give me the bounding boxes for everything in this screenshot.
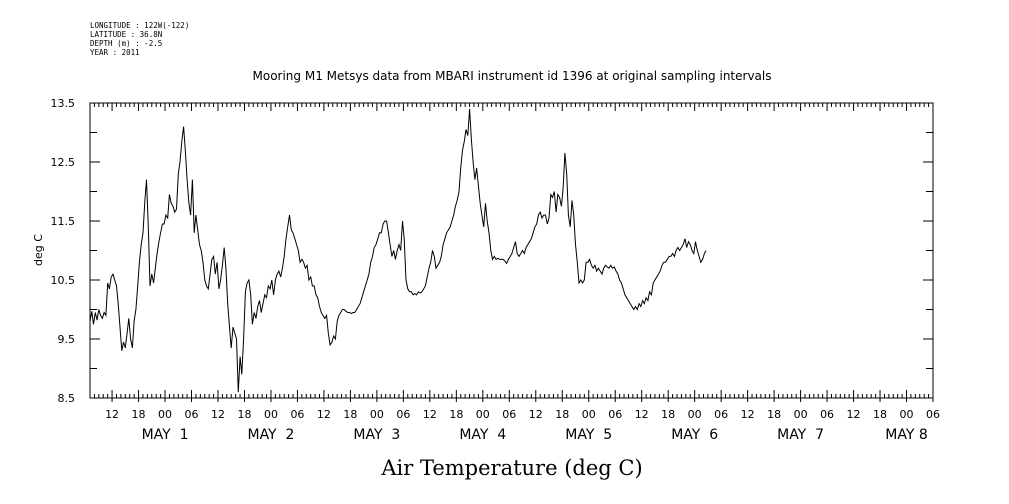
x-axis-label: Air Temperature (deg C): [380, 456, 642, 480]
x-tick-label: 18: [132, 408, 146, 421]
x-tick-label: 06: [714, 408, 728, 421]
x-tick-label: 00: [476, 408, 490, 421]
x-tick-label: 12: [741, 408, 755, 421]
x-tick-label: 18: [449, 408, 463, 421]
x-tick-label: 06: [926, 408, 940, 421]
x-tick-label: 12: [423, 408, 437, 421]
x-tick-label: 12: [317, 408, 331, 421]
x-tick-label: 00: [900, 408, 914, 421]
x-tick-label: 18: [343, 408, 357, 421]
x-tick-label: 12: [635, 408, 649, 421]
x-day-label: MAY 7: [777, 427, 824, 443]
x-tick-label: 00: [688, 408, 702, 421]
x-day-label: MAY 8: [885, 427, 927, 443]
x-tick-label: 12: [847, 408, 861, 421]
x-tick-label: 00: [158, 408, 172, 421]
x-axis: 12 18 00 06 12 18 00 06 12 18 00 06 12 18 00 06 12 18 00 06…: [105, 398, 940, 443]
x-tick-label: 06: [502, 408, 516, 421]
x-day-label: MAY 1: [142, 427, 189, 443]
chart-title: Mooring M1 Metsys data from MBARI instru…: [253, 69, 772, 83]
plot-frame: [89, 102, 934, 399]
y-tick-label: 9.5: [58, 333, 76, 346]
x-tick-label: 18: [873, 408, 887, 421]
metadata-latitude: LATITUDE : 36.8N: [90, 30, 163, 39]
x-tick-label: 18: [555, 408, 569, 421]
metadata-depth: DEPTH (m) : -2.5: [90, 39, 163, 48]
x-tick-label: 06: [820, 408, 834, 421]
minor-ticks: [89, 103, 934, 398]
x-tick-label: 12: [105, 408, 119, 421]
x-tick-label: 18: [661, 408, 675, 421]
x-tick-label: 06: [290, 408, 304, 421]
x-tick-label: 00: [264, 408, 278, 421]
x-day-label: MAY 4: [459, 427, 506, 443]
y-tick-label: 8.5: [58, 392, 76, 405]
y-tick-label: 12.5: [51, 156, 76, 169]
metadata-year: YEAR : 2011: [90, 48, 140, 57]
metadata-longitude: LONGITUDE : 122W(-122): [90, 21, 190, 30]
y-tick-label: 10.5: [51, 274, 76, 287]
x-tick-label: 12: [529, 408, 543, 421]
y-tick-label: 13.5: [51, 97, 76, 110]
x-day-label: MAY 6: [671, 427, 718, 443]
series-line: [89, 108, 707, 393]
metadata-block: LONGITUDE : 122W(-122) LATITUDE : 36.8N …: [90, 21, 189, 57]
x-day-label: MAY 5: [565, 427, 612, 443]
y-tick-label: 11.5: [51, 215, 76, 228]
x-tick-label: 12: [211, 408, 225, 421]
x-tick-label: 18: [767, 408, 781, 421]
x-tick-label: 18: [237, 408, 251, 421]
x-tick-label: 06: [396, 408, 410, 421]
y-axis-label: deg C: [32, 234, 45, 266]
x-day-label: MAY 3: [353, 427, 400, 443]
y-axis: 13.5 12.5 11.5 10.5 9.5 8.5: [51, 97, 933, 405]
x-tick-label: 06: [185, 408, 199, 421]
x-day-label: MAY 2: [247, 427, 294, 443]
x-tick-label: 00: [794, 408, 808, 421]
x-tick-label: 06: [608, 408, 622, 421]
x-tick-label: 00: [582, 408, 596, 421]
x-tick-label: 00: [370, 408, 384, 421]
